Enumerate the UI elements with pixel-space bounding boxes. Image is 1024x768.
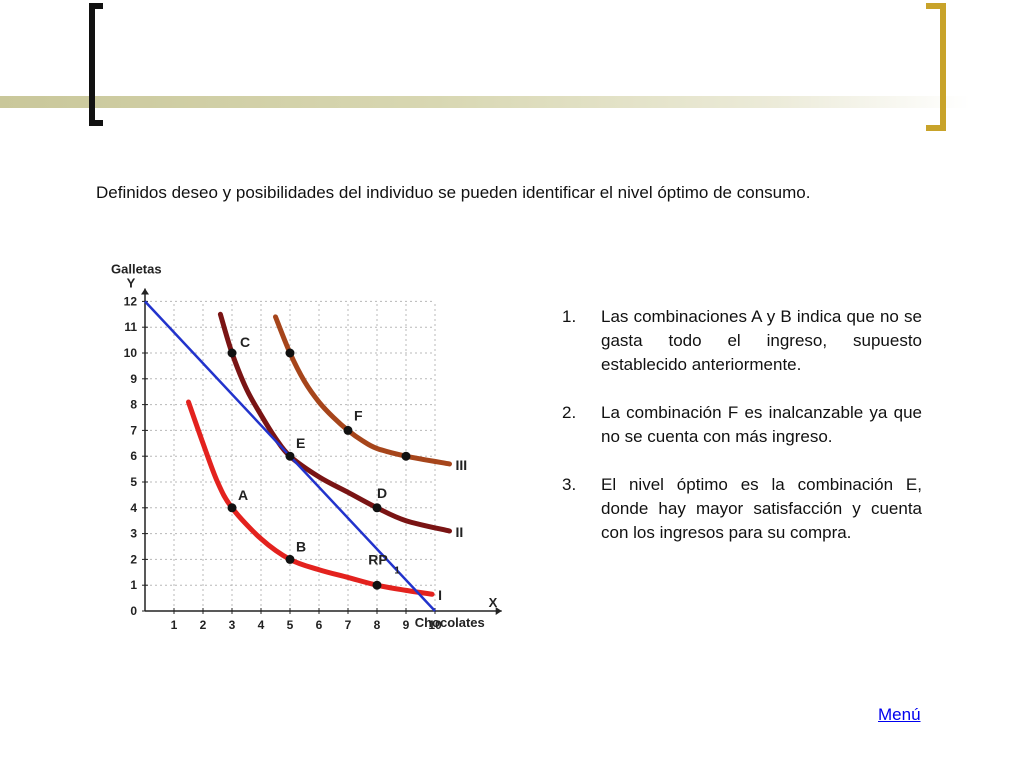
curve-label: II bbox=[456, 524, 464, 540]
list-item-number: 1. bbox=[562, 307, 577, 326]
intro-text: Definidos deseo y posibilidades del indi… bbox=[96, 183, 811, 202]
y-tick-label: 2 bbox=[130, 552, 137, 566]
y-axis-title: Galletas bbox=[111, 261, 162, 276]
x-tick-label: 10 bbox=[428, 618, 442, 632]
list-item-number: 2. bbox=[562, 403, 577, 422]
x-tick-label: 3 bbox=[229, 618, 236, 632]
right-bracket-decoration bbox=[926, 3, 946, 131]
x-tick-label: 8 bbox=[374, 618, 381, 632]
x-tick-label: 6 bbox=[316, 618, 323, 632]
title-band bbox=[0, 96, 970, 108]
point-label: C bbox=[240, 334, 250, 350]
list-item: 2. La combinación F es inalcanzable ya q… bbox=[562, 401, 922, 449]
point-label: E bbox=[296, 435, 305, 451]
curve-label: I bbox=[438, 587, 442, 603]
point-label: B bbox=[296, 538, 306, 554]
point-label: A bbox=[238, 487, 248, 503]
y-tick-label: 9 bbox=[130, 372, 137, 386]
data-point bbox=[227, 503, 237, 513]
y-tick-label: 5 bbox=[130, 475, 137, 489]
budget-line-label: RP bbox=[368, 552, 387, 568]
left-bracket-decoration bbox=[89, 3, 103, 126]
y-tick-label: 1 bbox=[130, 578, 137, 592]
x-axis-title: Chocolates bbox=[415, 615, 485, 630]
data-point bbox=[285, 554, 295, 564]
x-tick-label: 7 bbox=[345, 618, 352, 632]
x-tick-label: 4 bbox=[258, 618, 265, 632]
list-item-text: El nivel óptimo es la combinación E, don… bbox=[601, 475, 922, 542]
chart-points bbox=[227, 348, 411, 590]
chart-axes bbox=[141, 288, 502, 615]
x-tick-label: 5 bbox=[287, 618, 294, 632]
data-point bbox=[372, 503, 382, 513]
y-tick-label: 10 bbox=[124, 346, 138, 360]
y-tick-label: 4 bbox=[130, 501, 137, 515]
y-tick-label: 8 bbox=[130, 398, 137, 412]
x-tick-label: 9 bbox=[403, 618, 410, 632]
x-axis-arrow bbox=[495, 607, 502, 615]
x-tick-label: 1 bbox=[171, 618, 178, 632]
indifference-curve-ii bbox=[217, 311, 452, 534]
y-tick-label: 0 bbox=[130, 604, 137, 618]
list-item: 1. Las combinaciones A y B indica que no… bbox=[562, 305, 922, 377]
y-tick-label: 11 bbox=[124, 320, 137, 334]
x-axis-letter: X bbox=[489, 595, 498, 610]
data-point bbox=[401, 451, 411, 461]
chart-guides bbox=[145, 300, 436, 611]
curve-label: III bbox=[456, 457, 468, 473]
x-tick-label: 2 bbox=[200, 618, 207, 632]
data-point bbox=[372, 580, 382, 590]
point-label: D bbox=[377, 485, 387, 501]
list-item: 3. El nivel óptimo es la combinación E, … bbox=[562, 473, 922, 545]
data-point bbox=[343, 425, 353, 435]
budget-line-subscript: 1 bbox=[394, 566, 400, 577]
y-axis-arrow bbox=[141, 288, 149, 295]
data-point bbox=[227, 348, 237, 358]
data-point bbox=[285, 348, 295, 358]
list-item-text: La combinación F es inalcanzable ya que … bbox=[601, 403, 922, 446]
point-label: F bbox=[354, 407, 363, 423]
y-tick-label: 7 bbox=[130, 423, 137, 437]
data-point bbox=[285, 451, 295, 461]
list-item-text: Las combinaciones A y B indica que no se… bbox=[601, 307, 922, 374]
y-tick-label: 3 bbox=[130, 527, 137, 541]
list-item-number: 3. bbox=[562, 475, 577, 494]
menu-link[interactable]: Menú bbox=[878, 705, 921, 724]
y-tick-label: 12 bbox=[124, 294, 138, 308]
explanation-list: 1. Las combinaciones A y B indica que no… bbox=[562, 305, 922, 569]
y-tick-label: 6 bbox=[130, 449, 137, 463]
indifference-curve-iii bbox=[273, 314, 452, 467]
y-axis-letter: Y bbox=[127, 275, 136, 290]
